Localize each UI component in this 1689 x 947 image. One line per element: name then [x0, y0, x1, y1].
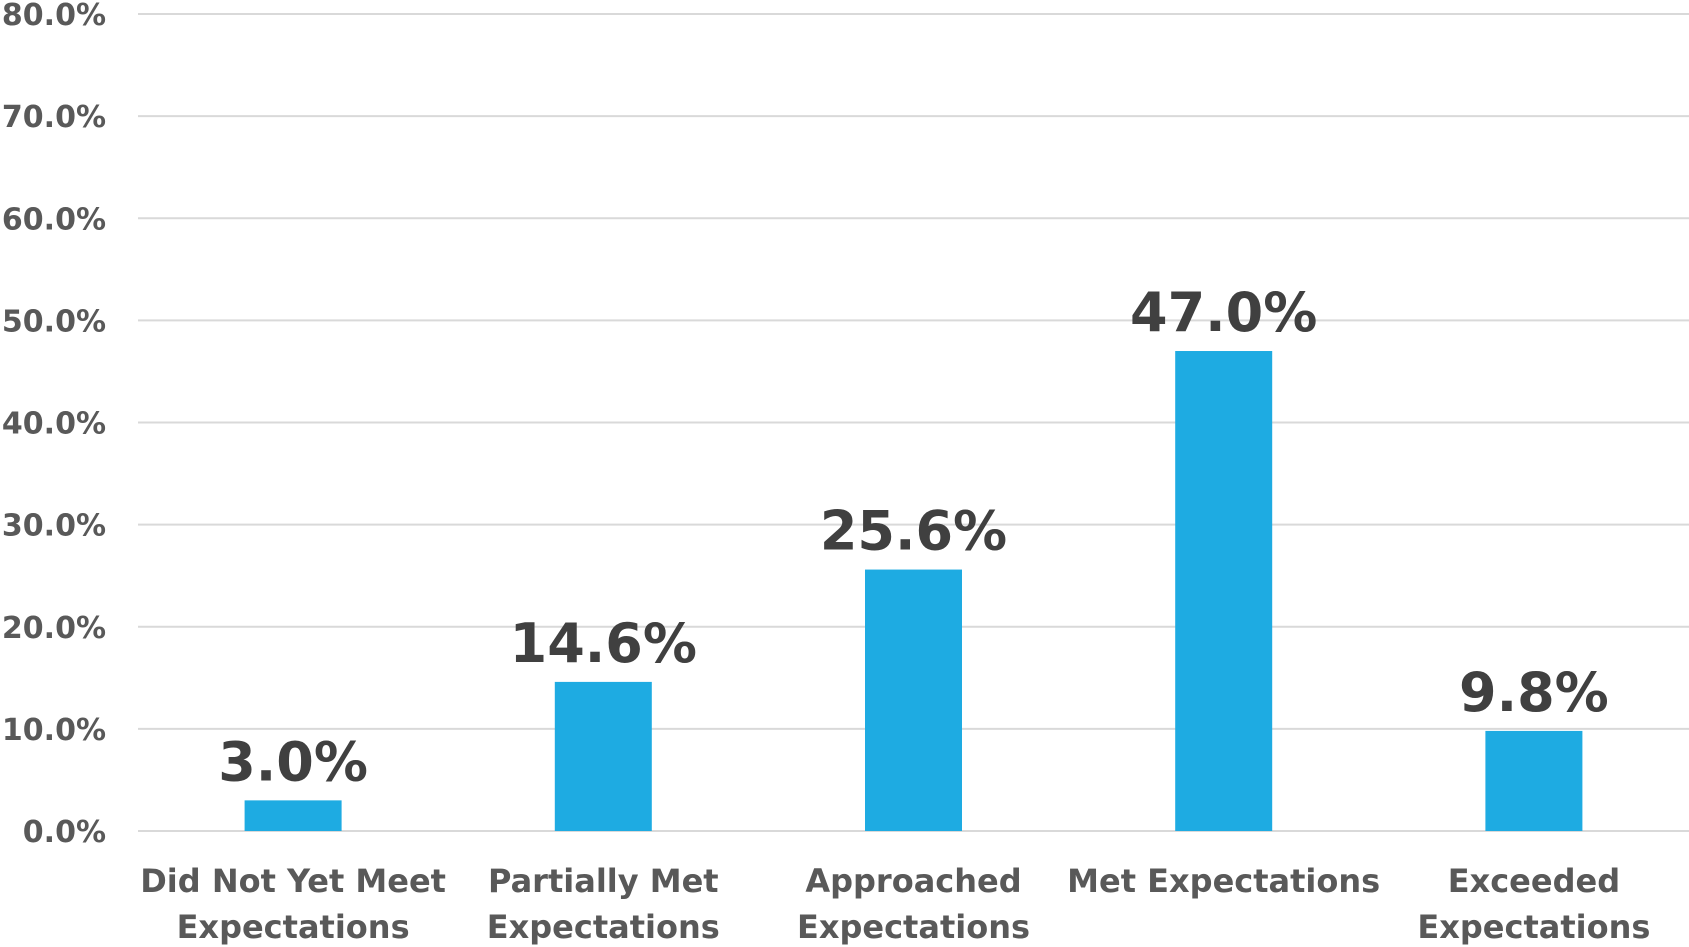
- x-category-label: Expectations: [487, 908, 720, 946]
- x-category-label: Did Not Yet Meet: [140, 862, 446, 900]
- bar: [1485, 730, 1583, 831]
- y-tick-label: 70.0%: [2, 100, 106, 135]
- x-category-label: Met Expectations: [1067, 862, 1380, 900]
- x-category-label: Approached: [805, 862, 1021, 900]
- y-tick-label: 10.0%: [2, 713, 106, 748]
- x-category-label: Partially Met: [488, 862, 719, 900]
- data-label: 3.0%: [218, 730, 368, 793]
- y-tick-label: 50.0%: [2, 304, 106, 339]
- y-tick-label: 20.0%: [2, 611, 106, 646]
- x-axis-category-labels: Did Not Yet Meet Expectations Partially Me…: [140, 862, 1650, 946]
- x-category-label: Expectations: [797, 908, 1030, 946]
- bar: [865, 569, 962, 831]
- gridlines: [138, 13, 1689, 832]
- x-category-label: Expectations: [177, 908, 410, 946]
- data-label: 14.6%: [510, 612, 697, 675]
- x-category-label: Exceeded: [1448, 862, 1620, 900]
- x-category-label: Expectations: [1417, 908, 1650, 946]
- y-tick-label: 30.0%: [2, 509, 106, 544]
- data-label: 25.6%: [820, 500, 1007, 563]
- data-label: 9.8%: [1459, 661, 1609, 724]
- data-labels: 3.0% 14.6% 25.6% 47.0% 9.8%: [218, 281, 1609, 793]
- y-tick-label: 60.0%: [2, 202, 106, 237]
- bar: [244, 800, 342, 831]
- bars: [244, 351, 1583, 831]
- y-tick-label: 0.0%: [23, 815, 106, 850]
- y-axis-tick-labels: 0.0% 10.0% 20.0% 30.0% 40.0% 50.0% 60.0% 70.0% 8…: [2, 0, 106, 850]
- bar: [554, 681, 652, 831]
- data-label: 47.0%: [1130, 281, 1317, 344]
- bar: [1175, 351, 1273, 831]
- y-tick-label: 80.0%: [2, 0, 106, 33]
- y-tick-label: 40.0%: [2, 407, 106, 442]
